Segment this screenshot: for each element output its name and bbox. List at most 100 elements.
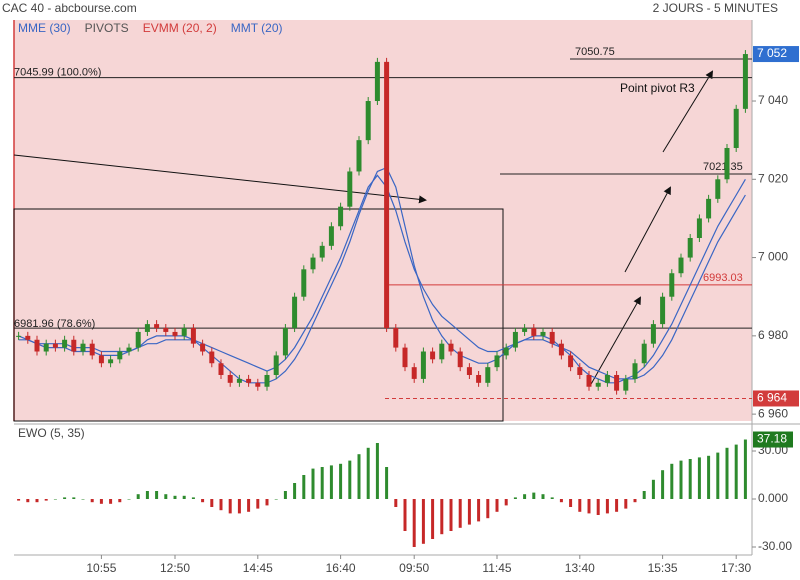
y-tick-label: -30.00 <box>758 539 792 553</box>
ewo-bar <box>35 499 39 503</box>
candle-body <box>43 343 49 352</box>
trend-arrow <box>662 70 714 153</box>
y-tick-label: 7 040 <box>758 93 788 107</box>
ewo-bar <box>504 499 508 506</box>
y-tick-label: 7 020 <box>758 171 788 185</box>
annotation: Point pivot R3 <box>620 81 695 95</box>
ewo-bar <box>109 499 113 504</box>
ewo-bar <box>348 460 352 499</box>
pivot-label: 6981.96 (78.6%) <box>14 318 95 330</box>
candle-body <box>246 378 252 383</box>
ewo-bar <box>679 460 683 499</box>
ewo-bar <box>219 499 223 511</box>
candle-body <box>503 347 509 356</box>
last-price-badge <box>753 46 799 63</box>
candle-body <box>393 328 399 348</box>
last-price-label: 7 052 <box>757 46 787 60</box>
ewo-bar <box>136 494 140 499</box>
ewo-bar <box>734 444 738 499</box>
candle-body <box>706 198 712 219</box>
candle-body <box>586 374 592 387</box>
ewo-bar <box>550 497 554 499</box>
drawn-rectangle <box>13 208 504 422</box>
candle-body <box>540 331 546 336</box>
y-tick-label: 7 000 <box>758 250 788 264</box>
ewo-bar <box>403 499 407 531</box>
ewo-bar <box>697 457 701 499</box>
ewo-bar <box>578 499 582 512</box>
candle-body <box>512 331 518 348</box>
candle-body <box>52 343 58 348</box>
ewo-bar <box>431 499 435 539</box>
ewo-bar <box>81 499 85 500</box>
candle-body <box>135 331 141 348</box>
candle-body <box>678 257 684 274</box>
y-tick-label: 6 980 <box>758 328 788 342</box>
candle-body <box>632 363 638 379</box>
ewo-bar <box>688 459 692 499</box>
ewo-bar <box>661 470 665 499</box>
candle-body <box>89 343 95 356</box>
candle-body <box>411 367 417 379</box>
ewo-bar <box>541 494 545 499</box>
candle-body <box>715 179 721 199</box>
ewo-title: EWO (5, 35) <box>18 426 85 440</box>
ewo-badge <box>753 431 793 448</box>
candle-body <box>466 367 472 375</box>
ewo-bar <box>99 499 103 504</box>
legend-entry: EVMM (20, 2) <box>143 21 217 35</box>
x-tick-label: 17:30 <box>721 561 751 575</box>
candle-body <box>614 374 620 391</box>
ewo-badge-label: 37.18 <box>757 432 787 446</box>
ewo-bar <box>228 499 232 514</box>
x-tick-label: 16:40 <box>326 561 356 575</box>
candle-body <box>365 101 371 141</box>
candle-body <box>687 238 693 258</box>
ewo-bar <box>716 452 720 499</box>
candle-body <box>374 61 380 102</box>
ewo-bar <box>293 483 297 499</box>
ewo-bar <box>707 455 711 499</box>
candle-body <box>476 374 482 383</box>
candle-body <box>163 328 169 332</box>
candle-body <box>420 351 426 379</box>
ewo-bar <box>670 463 674 499</box>
candle-body <box>577 367 583 375</box>
candle-body <box>108 359 114 364</box>
candle-body <box>347 171 353 207</box>
y-tick-label: 0.000 <box>758 491 788 505</box>
candle-body <box>25 335 31 340</box>
candle-body <box>301 269 307 297</box>
candle-body <box>117 351 123 360</box>
ewo-bar <box>651 479 655 499</box>
candle-body <box>190 328 196 344</box>
ewo-bar <box>26 499 30 503</box>
candle-body <box>71 339 77 352</box>
x-tick-label: 13:40 <box>565 561 595 575</box>
ewo-bar <box>247 499 251 512</box>
y-tick-label: 6 960 <box>758 406 788 420</box>
candle-body <box>319 245 325 258</box>
chart-subtitle: 2 JOURS - 5 MINUTES <box>653 1 778 15</box>
candle-body <box>209 351 215 364</box>
candle-body <box>696 218 702 239</box>
ewo-bar <box>467 499 471 525</box>
x-tick-label: 09:50 <box>399 561 429 575</box>
ewo-bar <box>532 492 536 499</box>
candle-body <box>660 296 666 325</box>
ewo-bar <box>486 499 490 519</box>
candle-body <box>98 355 104 364</box>
x-tick-label: 15:35 <box>648 561 678 575</box>
candle-body <box>218 363 224 375</box>
candle-body <box>448 343 454 352</box>
pivot-label: 7050.75 <box>575 46 615 58</box>
x-tick-label: 12:50 <box>160 561 190 575</box>
candle-body <box>669 273 675 297</box>
ewo-bar <box>329 465 333 499</box>
candle-body <box>430 351 436 360</box>
candle-body <box>181 328 187 336</box>
ewo-bar <box>495 499 499 512</box>
ewo-bar <box>412 499 416 547</box>
candle-body <box>310 257 316 270</box>
